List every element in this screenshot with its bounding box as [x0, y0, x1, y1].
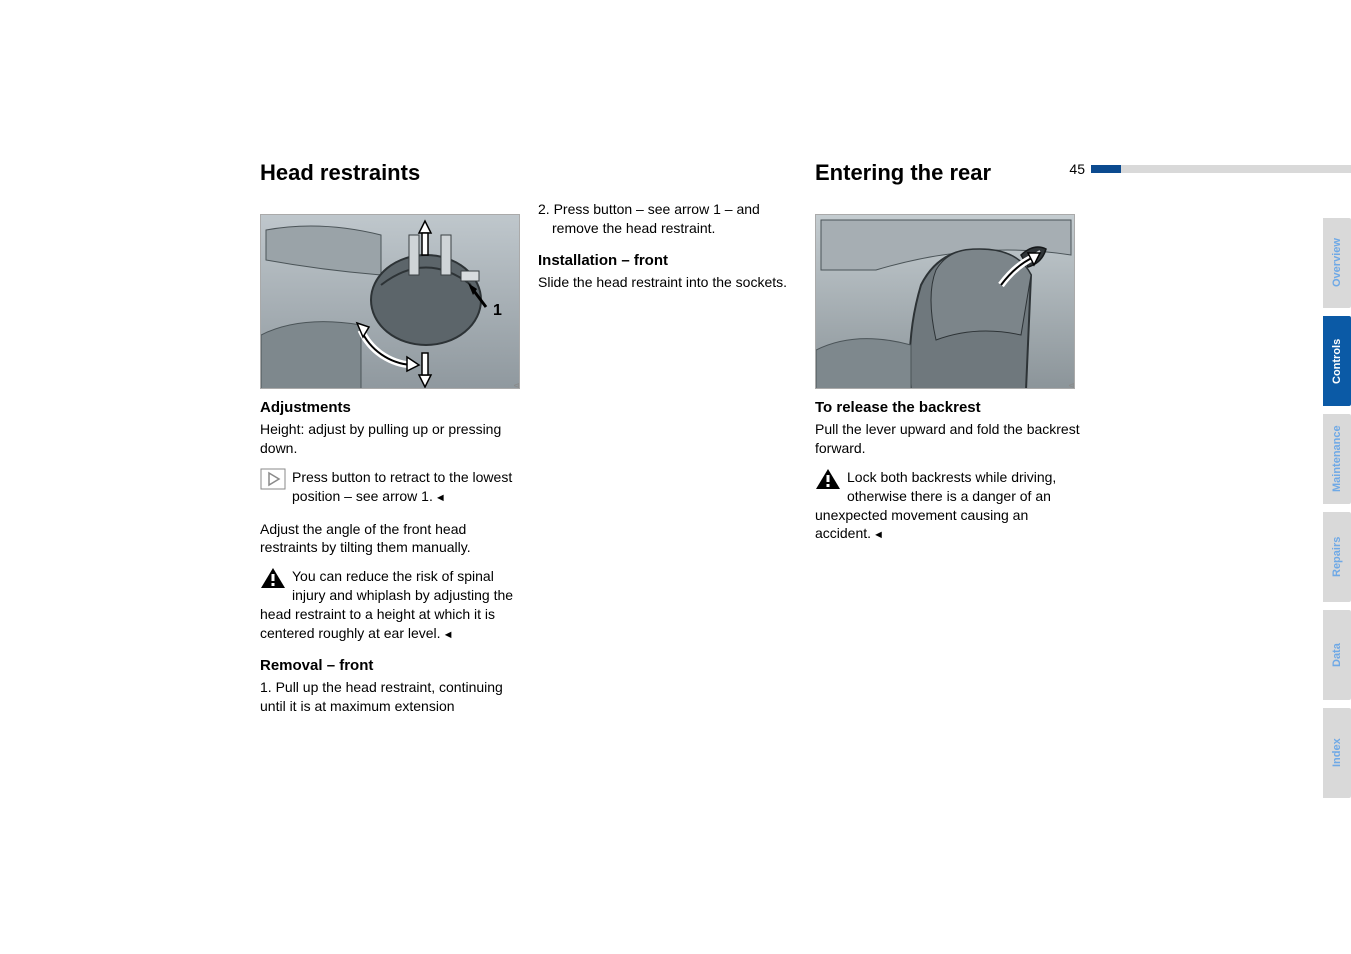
text-release-backrest: Pull the lever upward and fold the backr…	[815, 420, 1081, 458]
column-entering-rear: Entering the rear MV00599CMA	[815, 160, 1081, 557]
warning-icon	[815, 468, 841, 490]
tab-data[interactable]: Data	[1323, 610, 1351, 700]
warning-icon	[260, 567, 286, 589]
heading-removal-front: Removal – front	[260, 657, 526, 674]
removal-step-1: 1. Pull up the head restraint, continuin…	[260, 678, 526, 716]
image-code-right: MV00599CMA	[1068, 382, 1075, 389]
side-tabs: Overview Controls Maintenance Repairs Da…	[1323, 218, 1351, 806]
headrest-svg: 1	[261, 215, 520, 389]
illustration-backrest-release: MV00599CMA	[815, 214, 1075, 389]
tab-repairs[interactable]: Repairs	[1323, 512, 1351, 602]
removal-steps: 1. Pull up the head restraint, continuin…	[260, 678, 526, 716]
page-bar-dark	[1091, 165, 1121, 173]
tab-maintenance[interactable]: Maintenance	[1323, 414, 1351, 504]
removal-step-2: 2. Press button – see arrow 1 – and remo…	[538, 200, 804, 238]
note-icon	[260, 468, 286, 490]
warning-spinal-text: You can reduce the risk of spinal injury…	[260, 568, 513, 641]
tab-index[interactable]: Index	[1323, 708, 1351, 798]
title-head-restraints: Head restraints	[260, 160, 526, 186]
text-tilt-angle: Adjust the angle of the front head restr…	[260, 520, 526, 558]
illustration-head-restraint: 1 MV00246CMA	[260, 214, 520, 389]
image-code-left: MV00246CMA	[513, 382, 520, 389]
removal-steps-cont: 2. Press button – see arrow 1 – and remo…	[538, 200, 804, 238]
warning-lock-backrests: Lock both backrests while driving, other…	[815, 468, 1081, 544]
warning-spinal: You can reduce the risk of spinal injury…	[260, 567, 526, 643]
svg-text:1: 1	[493, 302, 502, 319]
note-retract: Press button to retract to the lowest po…	[260, 468, 526, 506]
column-head-restraints: Head restraints 1	[260, 160, 526, 722]
tab-controls[interactable]: Controls	[1323, 316, 1351, 406]
text-install-front: Slide the head restraint into the socket…	[538, 273, 804, 292]
text-adjust-height: Height: adjust by pulling up or pressing…	[260, 420, 526, 458]
note-retract-text: Press button to retract to the lowest po…	[292, 469, 512, 504]
page-indicator: 45	[1069, 164, 1351, 174]
warning-lock-text: Lock both backrests while driving, other…	[815, 469, 1056, 542]
tab-overview[interactable]: Overview	[1323, 218, 1351, 308]
heading-installation-front: Installation – front	[538, 252, 804, 269]
heading-release-backrest: To release the backrest	[815, 399, 1081, 416]
backrest-svg	[816, 215, 1075, 389]
column-middle: 2. Press button – see arrow 1 – and remo…	[538, 200, 804, 298]
page-bar-light	[1121, 165, 1351, 173]
title-entering-rear: Entering the rear	[815, 160, 1081, 186]
heading-adjustments: Adjustments	[260, 399, 526, 416]
